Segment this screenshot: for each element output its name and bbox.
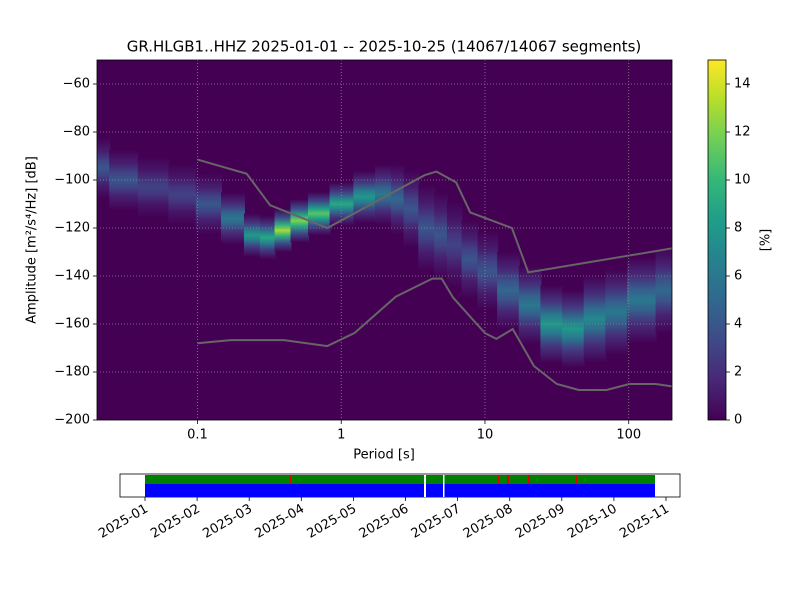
density-column (446, 201, 463, 288)
chart-title: GR.HLGB1..HHZ 2025-01-01 -- 2025-10-25 (… (127, 38, 642, 56)
overlap (528, 475, 530, 484)
date-tick-label: 2025-07 (409, 502, 464, 542)
density-column (168, 164, 197, 225)
colorbar-tick-label: 4 (734, 317, 742, 332)
noise-model-line (197, 277, 672, 391)
ppsd-coverage (145, 484, 655, 497)
date-tick-label: 2025-02 (148, 502, 203, 542)
noise-model-line (197, 158, 672, 274)
density-column (418, 184, 436, 272)
overlap (507, 475, 509, 484)
colorbar-tick-label: 6 (734, 269, 742, 284)
x-axis-label: Period [s] (353, 448, 415, 463)
density-column (243, 213, 261, 257)
overlap (576, 475, 577, 484)
gap (424, 475, 426, 497)
x-tick-label: 100 (616, 428, 641, 443)
y-tick-label: −180 (54, 365, 90, 380)
density-column (290, 199, 309, 243)
density-column (353, 170, 377, 223)
density-column (97, 137, 111, 199)
availability-panel (119, 473, 681, 498)
y-tick-label: −80 (63, 125, 90, 140)
x-tick-label: 1 (337, 428, 345, 443)
y-tick-label: −160 (54, 317, 90, 332)
data-coverage (145, 475, 655, 484)
date-tick-label: 2025-04 (253, 502, 308, 542)
density-column (655, 247, 672, 334)
colorbar-tick-label: 12 (734, 125, 751, 140)
density-column (274, 208, 292, 252)
gap (443, 475, 445, 497)
y-tick-label: −200 (54, 413, 90, 428)
density-column (562, 289, 585, 368)
density-column (259, 216, 276, 260)
colorbar (707, 59, 727, 421)
density-column (497, 251, 520, 330)
density-column (137, 156, 170, 218)
plot-frame (96, 59, 673, 421)
x-tick-label: 0.1 (187, 428, 208, 443)
density-column (540, 285, 564, 363)
colorbar-tick-label: 8 (734, 221, 742, 236)
y-tick-label: −100 (54, 173, 90, 188)
density-column (109, 149, 139, 211)
date-tick-label: 2025-08 (461, 502, 516, 542)
date-tick-label: 2025-01 (96, 502, 151, 542)
density-column (195, 173, 223, 235)
date-tick-label: 2025-10 (565, 502, 620, 542)
density-column (518, 265, 542, 344)
y-tick-label: −120 (54, 221, 90, 236)
overlap (498, 475, 499, 484)
y-axis-label: Amplitude [m²/s⁴/Hz] [dB] (25, 156, 40, 324)
density-column (461, 220, 479, 299)
density-column (605, 268, 628, 356)
density-column (307, 192, 331, 236)
density-column (583, 276, 607, 363)
density-column (375, 164, 392, 225)
colorbar-tick-label: 10 (734, 173, 751, 188)
plot-background (97, 60, 672, 420)
colorbar-tick-label: 0 (734, 413, 742, 428)
date-tick-label: 2025-09 (513, 502, 568, 542)
overlap (290, 475, 291, 484)
density-column (477, 232, 499, 311)
date-tick-label: 2025-06 (357, 502, 412, 542)
colorbar-tick-label: 14 (734, 77, 751, 92)
density-column (329, 182, 355, 226)
date-tick-label: 2025-11 (617, 502, 672, 542)
x-tick-label: 10 (477, 428, 494, 443)
date-tick-label: 2025-03 (200, 502, 255, 542)
density (97, 137, 672, 368)
density-column (221, 192, 245, 245)
date-tick-label: 2025-05 (305, 502, 360, 542)
y-tick-label: −60 (63, 77, 90, 92)
density-column (390, 164, 405, 234)
colorbar-label: [%] (759, 229, 774, 252)
y-tick-label: −140 (54, 269, 90, 284)
density-column (626, 256, 657, 344)
density-column (434, 192, 448, 279)
colorbar-tick-label: 2 (734, 365, 742, 380)
